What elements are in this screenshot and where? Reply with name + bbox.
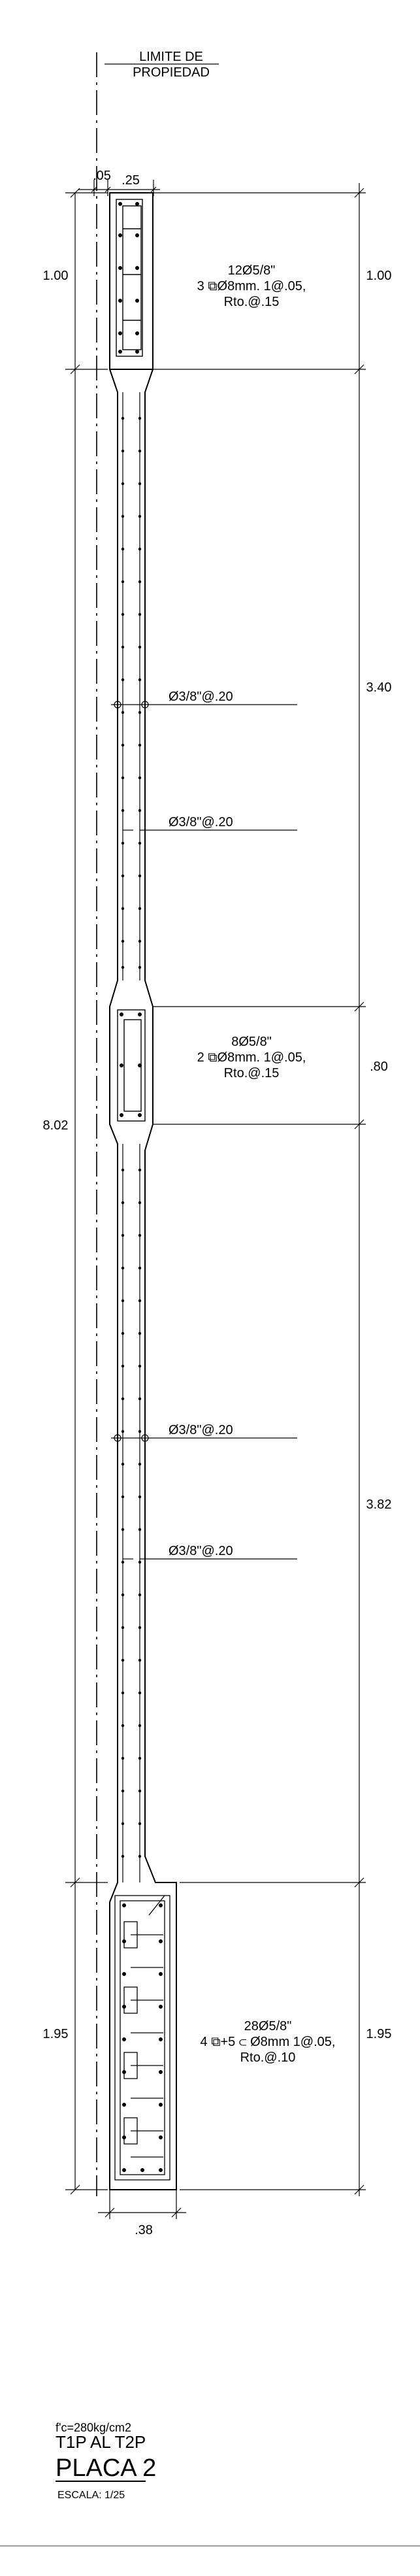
right-segment-4: 3.82 [366, 1497, 392, 1512]
web-bar-label-3: Ø3/8"@.20 [169, 1423, 233, 1437]
top-dimension-line [78, 180, 160, 196]
right-segment-2: 3.40 [366, 680, 392, 695]
top-offset-dimension: .05 [93, 169, 111, 183]
web-bars-lower [122, 1144, 140, 1882]
title-block: f'c=280kg/cm2 T1P AL T2P PLACA 2 ESCALA:… [56, 2421, 156, 2501]
property-line-label-2: PROPIEDAD [133, 65, 210, 80]
bottom-stirrup-label: 4 ⧉+5 ⊂ Ø8mm 1@.05, [201, 2035, 336, 2049]
annotation-web-3: Ø3/8"@.20 [111, 1423, 297, 1442]
mid-boundary-bars [120, 1012, 142, 1117]
drawing-scale: ESCALA: 1/25 [57, 2490, 125, 2501]
top-width-dimension: .25 [121, 173, 140, 188]
web-bar-label-2: Ø3/8"@.20 [169, 815, 233, 829]
bottom-rebar-label: 28Ø5/8" [244, 2019, 292, 2033]
wall-outline [109, 192, 177, 2190]
annotation-web-2: Ø3/8"@.20 [123, 815, 297, 831]
top-boundary-element [116, 199, 143, 357]
bottom-width-dimension: .38 [135, 2223, 153, 2237]
mid-stirrup-label: 2 ⧉Ø8mm. 1@.05, [197, 1050, 306, 1065]
left-total-dimension: 8.02 [43, 1118, 69, 1133]
web-bar-label-4: Ø3/8"@.20 [169, 1544, 233, 1558]
right-segment-1: 1.00 [366, 269, 392, 283]
property-line-label: LIMITE DE PROPIEDAD [105, 50, 219, 80]
bottom-dimension-line [98, 2190, 186, 2219]
drawing-title: PLACA 2 [56, 2454, 156, 2482]
mid-rebar-label: 8Ø5/8" [231, 1035, 272, 1049]
mid-rest-label: Rto.@.15 [224, 1066, 280, 1080]
annotation-web-1: Ø3/8"@.20 [111, 690, 297, 709]
bottom-rest-label: Rto.@.10 [240, 2050, 296, 2065]
top-rest-label: Rto.@.15 [224, 295, 280, 309]
left-top-segment-dimension: 1.00 [43, 269, 69, 283]
top-stirrup-label: 3 ⧉Ø8mm. 1@.05, [197, 279, 306, 293]
right-dimension-lines [153, 183, 366, 2196]
web-bar-dots-lower [121, 1168, 142, 1858]
left-bottom-segment-dimension: 1.95 [43, 2027, 69, 2041]
bottom-boundary-element [114, 1895, 170, 2181]
left-dimension-lines [65, 188, 108, 2195]
top-boundary-bars [118, 202, 139, 354]
web-bar-label-1: Ø3/8"@.20 [169, 690, 233, 704]
web-bar-dots-upper [121, 416, 142, 969]
annotation-bottom-boundary: 28Ø5/8" 4 ⧉+5 ⊂ Ø8mm 1@.05, Rto.@.10 [201, 2019, 336, 2065]
property-line-label-1: LIMITE DE [139, 50, 203, 64]
bottom-boundary-bars [122, 1903, 163, 2172]
right-segment-5: 1.95 [366, 2027, 392, 2041]
annotation-top-boundary: 12Ø5/8" 3 ⧉Ø8mm. 1@.05, Rto.@.15 [197, 263, 306, 309]
level-range: T1P AL T2P [56, 2432, 146, 2452]
right-segment-3: .80 [370, 1060, 388, 1074]
web-bars-upper [122, 392, 140, 980]
top-rebar-label: 12Ø5/8" [228, 263, 276, 278]
annotation-mid-boundary: 8Ø5/8" 2 ⧉Ø8mm. 1@.05, Rto.@.15 [197, 1035, 306, 1080]
concrete-spec: f'c=280kg/cm2 [56, 2421, 131, 2434]
annotation-web-4: Ø3/8"@.20 [123, 1544, 297, 1560]
